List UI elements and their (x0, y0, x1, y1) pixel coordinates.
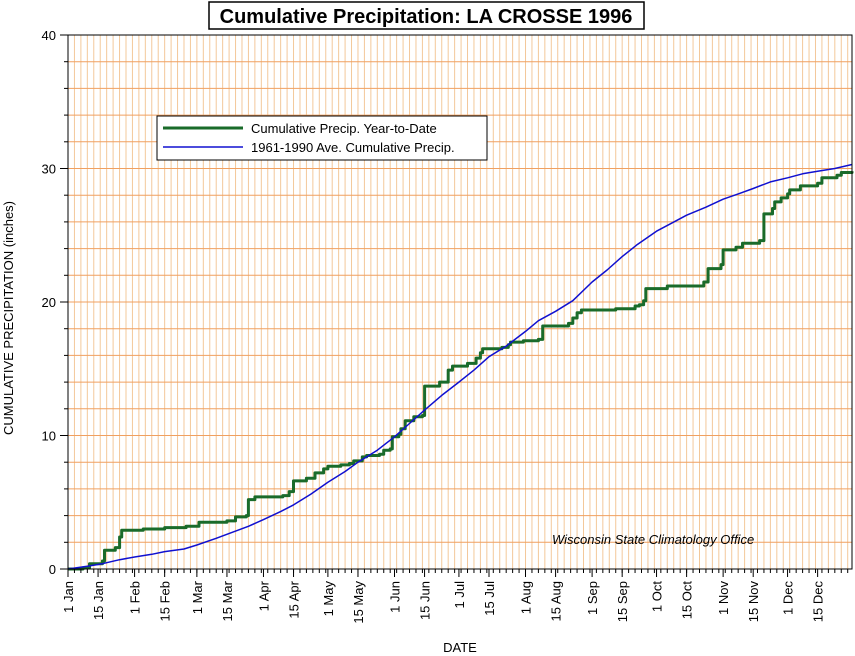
grid (68, 35, 852, 569)
x-tick-label: 15 Dec (811, 581, 826, 623)
y-tick-label: 40 (42, 28, 56, 43)
x-tick-label: 1 Apr (256, 580, 271, 611)
y-tick-label: 0 (49, 562, 56, 577)
x-tick-label: 1 Nov (716, 581, 731, 615)
legend-box (156, 115, 488, 161)
x-tick-label: 15 Jul (482, 581, 497, 616)
series-layer (67, 163, 854, 571)
x-tick-label: 1 May (321, 581, 336, 617)
y-tick-label: 30 (42, 162, 56, 177)
x-tick-label: 1 Dec (781, 581, 796, 615)
annotation: Wisconsin State Climatology Office (552, 532, 754, 547)
x-tick-label: 15 Feb (158, 581, 173, 621)
x-tick-label: 1 Jul (452, 581, 467, 609)
title-box (208, 1, 645, 30)
x-tick-label: 1 Feb (128, 581, 143, 614)
x-tick-label: 15 Jun (418, 581, 433, 620)
x-tick-label: 15 Nov (746, 581, 761, 623)
x-tick-label: 15 Apr (287, 580, 302, 618)
legend: Cumulative Precip. Year-to-Date 1961-199… (156, 115, 488, 161)
y-tick-label: 10 (42, 429, 56, 444)
x-tick-label: 15 Mar (220, 580, 235, 621)
series-line-average (67, 163, 853, 570)
legend-label-avg: 1961-1990 Ave. Cumulative Precip. (251, 140, 455, 155)
axes: 0 10 20 30 40 1 Jan 15 Jan 1 Feb 15 Feb 1 Mar 15 M… (42, 28, 849, 624)
x-tick-label: 15 Sep (615, 581, 630, 622)
x-tick-label: 1 Jun (387, 581, 402, 613)
x-tick-label: 15 Oct (680, 581, 695, 620)
x-tick-label: 15 Aug (549, 581, 564, 622)
x-tick-label: 1 Mar (190, 580, 205, 614)
legend-label-ytd: Cumulative Precip. Year-to-Date (251, 121, 437, 136)
x-tick-label: 1 Jan (61, 581, 76, 613)
chart-title: Cumulative Precipitation: LA CROSSE 1996 (220, 6, 633, 28)
x-tick-label: 15 May (351, 581, 366, 624)
x-tick-label: 1 Sep (585, 581, 600, 615)
series-line-ytd (68, 171, 854, 571)
x-tick-label: 15 Jan (91, 581, 106, 620)
y-axis-label: CUMULATIVE PRECIPITATION (inches) (1, 201, 16, 435)
y-tick-label: 20 (42, 295, 56, 310)
x-tick-label: 1 Oct (650, 581, 665, 612)
x-axis-label: DATE (443, 640, 477, 655)
x-tick-label: 1 Aug (519, 581, 534, 614)
